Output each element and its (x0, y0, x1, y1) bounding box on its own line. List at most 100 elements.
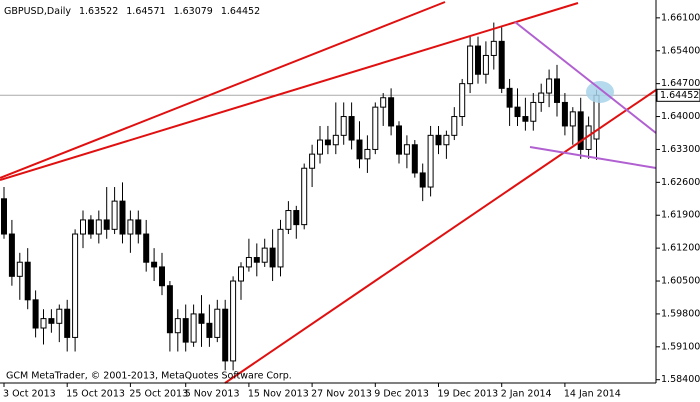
highlight (586, 81, 614, 103)
candle-body (8, 233, 15, 277)
candle-body (277, 228, 284, 268)
annotations (0, 1, 657, 384)
candle-body (206, 322, 213, 338)
candle-body (530, 101, 537, 122)
candle-body (95, 219, 102, 235)
candle-body (443, 134, 450, 146)
candle-body (514, 106, 521, 118)
price-label: 1.64452 (660, 90, 699, 101)
candle-body (522, 116, 529, 122)
candle-body (198, 313, 205, 324)
candle-body (475, 45, 481, 75)
x-tick-label: 2 Jan 2014 (501, 389, 552, 400)
candle-body (554, 78, 560, 103)
x-tick-label: 27 Nov 2013 (311, 389, 372, 400)
x-tick-label: 25 Oct 2013 (129, 389, 188, 400)
candle-body (143, 233, 150, 263)
candle-body (324, 139, 331, 146)
candle-body (214, 308, 221, 338)
candle-body (40, 318, 47, 329)
price-label-box (656, 88, 700, 102)
candle-body (159, 266, 165, 287)
y-tick-label: 1.62600 (661, 177, 700, 188)
candle-body (222, 308, 229, 362)
candle-body (301, 167, 308, 226)
candle-body (538, 92, 545, 103)
trend-line (0, 2, 579, 181)
candle-body (506, 87, 513, 108)
candle-body (32, 299, 39, 329)
header-value: 1.64452 (221, 6, 260, 17)
candle-body (577, 111, 584, 150)
y-tick-label: 1.58400 (661, 374, 700, 385)
candle-body (435, 134, 442, 146)
candle-body (459, 83, 466, 118)
candle-body (119, 200, 126, 235)
candle-body (403, 144, 410, 155)
candle-body (285, 210, 292, 230)
channel-line (529, 146, 657, 169)
trend-line (0, 1, 446, 179)
header-value: 1.63522 (79, 6, 118, 17)
candle-body (166, 285, 173, 334)
candle-body (151, 261, 158, 268)
candle-body (372, 106, 379, 150)
candle-body (332, 134, 339, 146)
candle-body (127, 219, 134, 235)
y-tick-label: 1.64000 (661, 111, 700, 122)
candle-body (427, 134, 434, 188)
candle-body (253, 257, 260, 263)
channel-line (514, 21, 657, 134)
y-tick-label: 1.59800 (661, 308, 700, 319)
footer: GCM MetaTrader, © 2001-2013, MetaQuotes … (6, 371, 292, 382)
candle-body (182, 318, 189, 343)
candle-body (569, 111, 576, 127)
header-value: 1.63079 (174, 6, 213, 17)
symbol: GBPUSD,Daily (4, 6, 71, 17)
candle-body (561, 101, 568, 127)
candle-body (190, 313, 197, 343)
x-tick-label: 19 Dec 2013 (438, 389, 499, 400)
candle-body (309, 153, 316, 169)
candle-body (80, 219, 86, 235)
candle-body (87, 219, 94, 235)
y-tick-label: 1.61200 (661, 243, 700, 254)
candle-body (317, 139, 323, 155)
header-value: 1.64571 (126, 6, 165, 17)
y-tick-label: 1.66100 (661, 12, 700, 23)
candle-body (269, 247, 276, 268)
header: GBPUSD,Daily 1.63522 1.64571 1.63079 1.64452 (4, 6, 260, 17)
candle-body (230, 280, 237, 362)
candle-body (1, 198, 7, 235)
candle-body (396, 125, 402, 155)
candle-body (293, 210, 300, 226)
x-tick-label: 9 Dec 2013 (374, 389, 429, 400)
trend-line (224, 89, 657, 384)
candle-body (103, 219, 110, 230)
candle-body (546, 78, 553, 94)
candle-body (135, 219, 142, 235)
candle-body (419, 172, 426, 188)
candle-body (111, 200, 118, 230)
candle-body (411, 144, 418, 174)
candle-body (245, 257, 252, 268)
candle-body (451, 116, 458, 136)
y-tick-label: 1.65400 (661, 45, 700, 56)
y-tick-label: 1.63300 (661, 144, 700, 155)
y-tick-label: 1.61900 (661, 210, 700, 221)
candle-body (364, 148, 371, 160)
candle-body (380, 97, 387, 108)
candle-body (490, 40, 497, 56)
x-tick-label: 3 Oct 2013 (3, 389, 56, 400)
x-tick-label: 5 Nov 2013 (185, 389, 240, 400)
candle-body (467, 45, 474, 85)
candle-body (340, 116, 347, 136)
candle-body (348, 116, 355, 141)
candle-body (356, 139, 363, 160)
candle-body (238, 266, 244, 282)
y-tick-label: 1.59100 (661, 341, 700, 352)
candle-body (56, 308, 63, 324)
candle-body (388, 97, 395, 127)
